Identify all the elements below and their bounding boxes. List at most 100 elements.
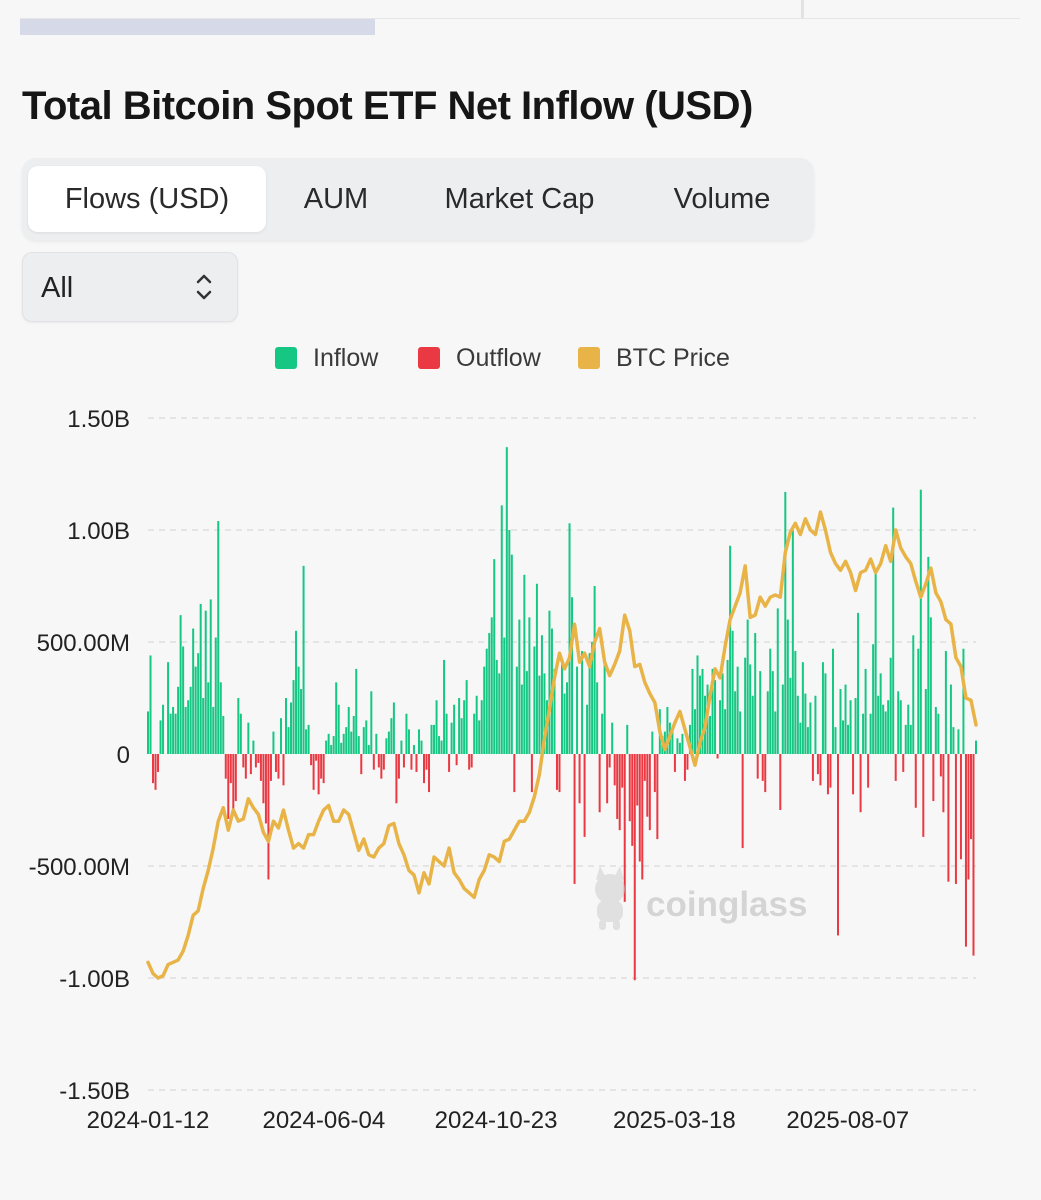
inflow-bar (691, 668, 694, 754)
inflow-bar (944, 650, 947, 754)
outflow-bar (249, 754, 252, 775)
inflow-bar (821, 662, 824, 754)
inflow-bar (179, 615, 182, 754)
inflow-bar (774, 711, 777, 754)
outflow-bar (227, 754, 230, 819)
inflow-bar (505, 447, 508, 754)
inflow-bar (335, 682, 338, 754)
inflow-bar (510, 554, 513, 754)
watermark: coinglass (595, 866, 807, 930)
inflow-bar (252, 740, 255, 754)
inflow-bar (355, 668, 358, 754)
x-tick-label: 2024-01-12 (87, 1107, 210, 1134)
inflow-bar (433, 724, 436, 754)
tab-flows-usd[interactable]: Flows (USD) (28, 166, 266, 232)
inflow-bar (847, 724, 850, 754)
inflow-bar (169, 713, 172, 754)
inflow-bar (390, 718, 393, 754)
net-inflow-chart: coinglass 1.50B 1.00B 500.00M 0 -500.00M -1.0… (29, 406, 978, 1134)
inflow-bar (538, 675, 541, 754)
inflow-bar (591, 642, 594, 754)
inflow-bar (626, 724, 629, 754)
inflow-bar (754, 633, 757, 754)
inflow-bar (729, 545, 732, 754)
legend-inflow[interactable]: Inflow (275, 340, 378, 376)
inflow-bar (219, 682, 222, 754)
inflow-bar (177, 686, 180, 754)
outflow-bar (811, 754, 814, 781)
inflow-bar (744, 657, 747, 754)
chart-legend: Inflow Outflow BTC Price (0, 340, 1041, 376)
inflow-bar (907, 704, 910, 754)
inflow-bar (350, 731, 353, 754)
inflow-bar (508, 530, 511, 754)
inflow-bar (214, 637, 217, 754)
inflow-bar (709, 715, 712, 754)
inflow-bar (693, 709, 696, 754)
tab-aum[interactable]: AUM (303, 183, 369, 215)
inflow-bar (435, 700, 438, 754)
legend-btc-price[interactable]: BTC Price (578, 340, 730, 376)
inflow-bar (202, 698, 205, 754)
inflow-bar (370, 691, 373, 754)
inflow-bar (879, 673, 882, 754)
inflow-bar (285, 698, 287, 754)
outflow-bar (264, 754, 267, 824)
outflow-bar (859, 754, 862, 813)
inflow-bar (561, 664, 563, 754)
y-tick-label: 0 (117, 742, 130, 769)
grid-layer (148, 417, 976, 1091)
range-select[interactable]: All (22, 252, 238, 322)
inflow-bar (297, 666, 300, 754)
inflow-bar (345, 727, 348, 754)
tab-volume[interactable]: Volume (673, 183, 771, 215)
inflow-bar (490, 617, 493, 754)
inflow-bar (957, 729, 960, 754)
inflow-bar (734, 691, 737, 754)
outflow-bar (573, 754, 576, 884)
inflow-bar (515, 666, 518, 754)
outflow-bar (852, 754, 855, 795)
outflow-bar (867, 754, 870, 788)
outflow-bar (410, 754, 413, 770)
inflow-bar (736, 666, 739, 754)
outflow-bar (837, 754, 839, 936)
inflow-bar (392, 702, 395, 754)
outflow-bar (317, 754, 320, 795)
outflow-bar (382, 754, 385, 770)
outflow-bar (606, 754, 609, 804)
outflow-bar (154, 754, 157, 790)
outflow-bar (636, 754, 639, 806)
legend-outflow[interactable]: Outflow (418, 340, 541, 376)
outflow-bar (583, 754, 586, 837)
tab-market-cap[interactable]: Market Cap (444, 183, 595, 215)
inflow-bar (405, 713, 408, 754)
inflow-bar (239, 713, 242, 754)
inflow-bar (420, 740, 423, 754)
outflow-bar (157, 754, 160, 772)
inflow-bar (207, 682, 210, 754)
inflow-bar (167, 662, 170, 754)
inflow-bar (869, 713, 872, 754)
y-tick-label: -1.00B (59, 966, 130, 993)
outflow-bar (267, 754, 270, 880)
outflow-bar (282, 754, 285, 786)
inflow-bar (182, 646, 185, 754)
inflow-bar (899, 700, 902, 754)
outflow-bar (653, 754, 656, 793)
inflow-bar (450, 722, 453, 754)
outflow-bar (513, 754, 516, 793)
inflow-bar (678, 742, 681, 754)
inflow-bar (192, 628, 195, 754)
inflow-bar (719, 700, 722, 754)
inflow-bar (465, 680, 468, 754)
outflow-bar (555, 754, 558, 790)
inflow-bar (806, 727, 809, 754)
outflow-bar (914, 754, 917, 808)
inflow-bar (666, 706, 669, 754)
inflow-bar (804, 693, 807, 754)
inflow-bar (342, 733, 345, 754)
inflow-bar (445, 713, 448, 754)
inflow-bar (237, 698, 240, 754)
inflow-bar (831, 648, 834, 754)
